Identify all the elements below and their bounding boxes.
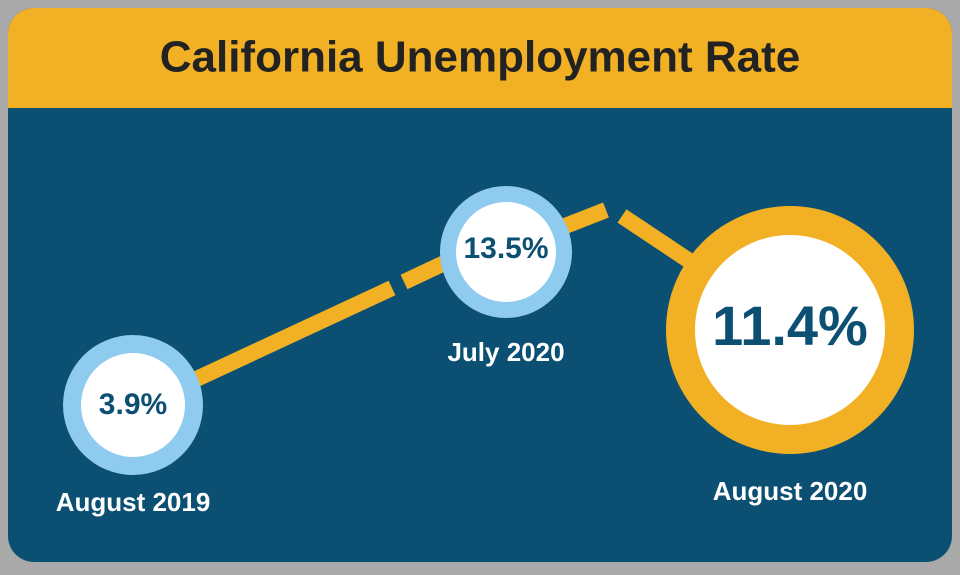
header-band: [8, 8, 952, 108]
point-value: 13.5%: [463, 232, 548, 265]
point-label: August 2020: [713, 476, 868, 506]
point-label: July 2020: [447, 337, 564, 367]
point-value: 3.9%: [99, 388, 167, 421]
point-center: [695, 235, 885, 425]
point-center: [456, 202, 556, 302]
point-center: [81, 353, 185, 457]
point-label: August 2019: [56, 487, 211, 517]
title: California Unemployment Rate: [160, 33, 801, 82]
point-value: 11.4%: [712, 294, 868, 357]
